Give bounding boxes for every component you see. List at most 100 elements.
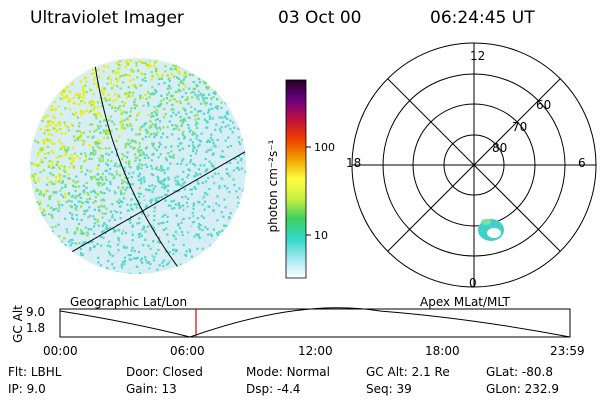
- geo-pixel: [106, 244, 110, 247]
- geo-pixel: [195, 123, 198, 126]
- geo-pixel: [58, 178, 61, 181]
- geo-pixel: [209, 233, 212, 236]
- geo-pixel: [139, 84, 142, 87]
- geo-pixel: [120, 112, 123, 115]
- geo-pixel: [109, 257, 112, 260]
- geo-pixel: [109, 81, 112, 85]
- geo-pixel: [83, 160, 86, 163]
- geo-pixel: [57, 121, 60, 125]
- geo-pixel: [70, 157, 73, 160]
- geo-pixel: [96, 218, 99, 221]
- geo-pixel: [116, 271, 119, 274]
- geo-pixel: [199, 164, 202, 167]
- geo-pixel: [80, 113, 83, 116]
- geo-pixel: [150, 224, 153, 227]
- geo-pixel: [120, 192, 123, 195]
- geo-pixel: [229, 119, 232, 122]
- geo-pixel: [134, 141, 137, 144]
- geo-pixel: [49, 172, 52, 175]
- geo-pixel: [84, 84, 87, 87]
- geo-pixel: [92, 149, 95, 152]
- geo-pixel: [155, 60, 158, 63]
- geo-pixel: [188, 87, 191, 90]
- geo-pixel: [124, 143, 127, 146]
- geo-pixel: [75, 194, 78, 197]
- geo-pixel: [180, 255, 184, 258]
- geo-pixel: [206, 188, 210, 191]
- geo-pixel: [144, 195, 147, 198]
- geo-pixel: [137, 208, 140, 211]
- geo-pixel: [85, 158, 88, 161]
- geo-pixel: [164, 70, 167, 73]
- geo-pixel: [141, 241, 144, 245]
- geo-pixel: [221, 178, 224, 181]
- geo-pixel: [141, 228, 144, 231]
- geo-pixel: [150, 71, 153, 74]
- geo-pixel: [115, 173, 119, 176]
- geo-pixel: [93, 106, 96, 109]
- geo-pixel: [190, 202, 193, 205]
- geo-pixel: [183, 137, 186, 140]
- geo-pixel: [192, 81, 195, 84]
- geo-pixel: [240, 135, 243, 138]
- geo-pixel: [158, 187, 161, 190]
- geo-pixel: [166, 233, 169, 236]
- geo-pixel: [228, 217, 231, 220]
- geo-pixel: [132, 140, 135, 143]
- geo-pixel: [44, 129, 47, 132]
- geo-pixel: [57, 180, 60, 183]
- geo-pixel: [118, 174, 121, 177]
- geo-pixel: [199, 230, 202, 233]
- geo-pixel: [125, 246, 128, 249]
- geo-pixel: [136, 256, 139, 259]
- geo-pixel: [137, 175, 140, 178]
- geo-pixel: [156, 260, 159, 263]
- geo-pixel: [226, 145, 229, 149]
- geo-pixel: [38, 164, 41, 167]
- geo-pixel: [110, 78, 113, 81]
- geo-pixel: [154, 88, 157, 92]
- geo-pixel: [190, 184, 193, 187]
- geo-pixel: [47, 152, 50, 155]
- geo-pixel: [186, 205, 189, 208]
- gc-x-tick-1800: 18:00: [425, 344, 460, 358]
- colorbar-tick-10: 10: [314, 229, 328, 242]
- geo-pixel: [115, 211, 118, 214]
- geo-pixel: [108, 147, 111, 150]
- geo-pixel: [126, 177, 129, 180]
- geo-pixel: [191, 96, 194, 99]
- geo-pixel: [201, 96, 204, 99]
- geo-pixel: [174, 67, 177, 71]
- geo-pixel: [167, 266, 170, 269]
- geo-pixel: [114, 229, 117, 232]
- geo-pixel: [108, 256, 111, 259]
- geo-pixel: [92, 78, 96, 82]
- geo-pixel: [176, 125, 179, 128]
- geo-pixel: [72, 96, 75, 99]
- geo-pixel: [37, 177, 40, 180]
- geo-pixel: [178, 89, 181, 93]
- geo-pixel: [61, 180, 64, 183]
- geo-pixel: [60, 142, 63, 145]
- geo-pixel: [138, 154, 141, 157]
- geo-pixel: [144, 93, 147, 97]
- geo-pixel: [71, 213, 74, 216]
- geo-pixel: [165, 227, 168, 230]
- geo-pixel: [129, 166, 132, 169]
- geo-pixel: [106, 159, 109, 162]
- geo-pixel: [41, 149, 44, 152]
- geo-pixel: [91, 157, 94, 161]
- geo-pixel: [48, 180, 51, 183]
- geo-pixel: [169, 204, 172, 207]
- geo-pixel: [170, 145, 173, 148]
- geo-pixel: [138, 174, 141, 177]
- geo-pixel: [192, 150, 195, 153]
- geo-pixel: [180, 243, 183, 246]
- geo-pixel: [87, 201, 90, 204]
- geo-pixel: [38, 193, 41, 196]
- geo-pixel: [182, 182, 185, 185]
- geo-pixel: [139, 94, 142, 97]
- geo-pixel: [85, 76, 88, 79]
- geo-pixel: [46, 114, 49, 117]
- time-label: 06:24:45 UT: [430, 8, 535, 28]
